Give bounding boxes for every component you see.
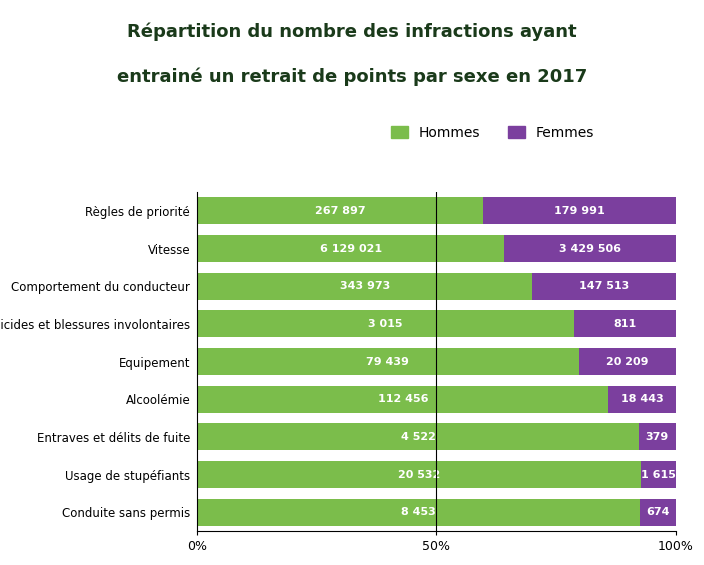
- Bar: [574, 310, 676, 337]
- Bar: [641, 499, 676, 526]
- Bar: [197, 197, 484, 224]
- Bar: [197, 499, 641, 526]
- Legend: Hommes, Femmes: Hommes, Femmes: [391, 125, 594, 140]
- Text: 20 532: 20 532: [398, 470, 440, 480]
- Text: 8 453: 8 453: [401, 507, 436, 518]
- Bar: [641, 461, 676, 488]
- Text: 811: 811: [613, 319, 636, 329]
- Text: 4 522: 4 522: [401, 432, 435, 442]
- Text: Répartition du nombre des infractions ayant: Répartition du nombre des infractions ay…: [127, 23, 577, 41]
- Bar: [504, 235, 676, 262]
- Text: 3 015: 3 015: [368, 319, 403, 329]
- Bar: [197, 461, 641, 488]
- Text: 112 456: 112 456: [377, 394, 428, 405]
- Bar: [197, 348, 579, 375]
- Bar: [532, 273, 676, 300]
- Text: 379: 379: [646, 432, 669, 442]
- Text: 18 443: 18 443: [621, 394, 663, 405]
- Text: 6 129 021: 6 129 021: [320, 244, 382, 254]
- Text: 674: 674: [646, 507, 670, 518]
- Bar: [197, 310, 574, 337]
- Text: 147 513: 147 513: [579, 281, 629, 292]
- Text: 267 897: 267 897: [315, 206, 365, 216]
- Text: 20 209: 20 209: [606, 357, 648, 367]
- Text: 1 615: 1 615: [641, 470, 676, 480]
- Bar: [484, 197, 676, 224]
- Bar: [197, 235, 504, 262]
- Bar: [608, 386, 676, 413]
- Bar: [579, 348, 676, 375]
- Text: entrainé un retrait de points par sexe en 2017: entrainé un retrait de points par sexe e…: [117, 68, 587, 86]
- Text: 179 991: 179 991: [554, 206, 605, 216]
- Text: 3 429 506: 3 429 506: [559, 244, 621, 254]
- Bar: [197, 386, 608, 413]
- Bar: [639, 423, 676, 450]
- Text: 343 973: 343 973: [339, 281, 390, 292]
- Bar: [197, 423, 639, 450]
- Text: 79 439: 79 439: [367, 357, 409, 367]
- Bar: [197, 273, 532, 300]
